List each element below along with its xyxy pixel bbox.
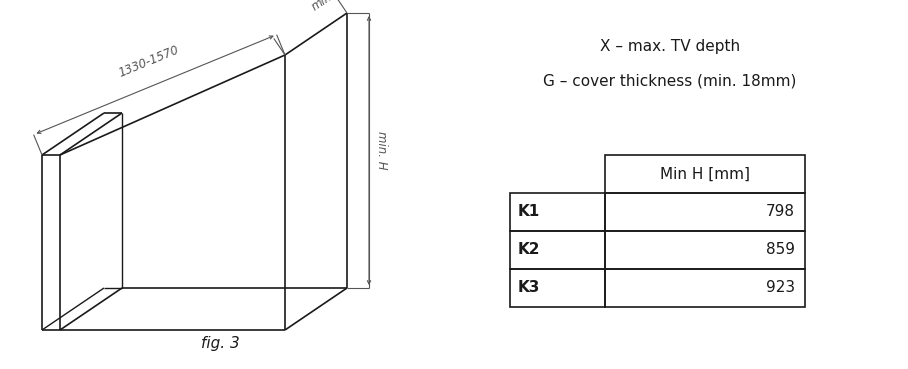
Text: min.190+G+X: min.190+G+X <box>309 0 387 13</box>
Bar <box>605 155 805 193</box>
Text: 923: 923 <box>765 280 795 296</box>
Text: G – cover thickness (min. 18mm): G – cover thickness (min. 18mm) <box>543 74 796 89</box>
Text: 1330-1570: 1330-1570 <box>117 43 182 80</box>
Bar <box>605 269 805 307</box>
Bar <box>605 231 805 269</box>
Bar <box>510 231 605 269</box>
Text: min. H: min. H <box>375 131 388 170</box>
Bar <box>605 193 805 231</box>
Text: K3: K3 <box>518 280 540 296</box>
Text: 859: 859 <box>766 242 795 258</box>
Bar <box>510 193 605 231</box>
Text: Min H [mm]: Min H [mm] <box>660 166 750 182</box>
Text: fig. 3: fig. 3 <box>201 336 240 351</box>
Text: K2: K2 <box>518 242 540 258</box>
Text: X – max. TV depth: X – max. TV depth <box>600 39 740 54</box>
Text: K1: K1 <box>518 204 540 220</box>
Bar <box>510 269 605 307</box>
Text: 798: 798 <box>766 204 795 220</box>
